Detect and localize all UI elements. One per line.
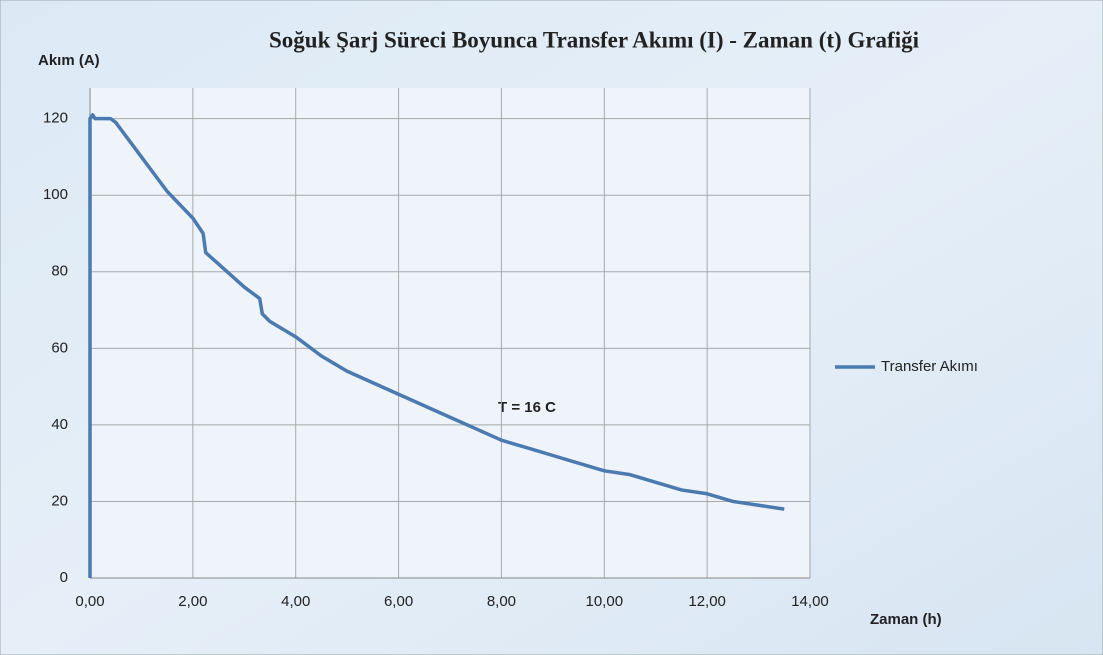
- x-tick-label: 14,00: [791, 593, 829, 610]
- x-tick-label: 6,00: [384, 593, 413, 610]
- chart-title: Soğuk Şarj Süreci Boyunca Transfer Akımı…: [269, 27, 920, 52]
- x-tick-label: 4,00: [281, 593, 310, 610]
- x-tick-label: 8,00: [487, 593, 516, 610]
- x-tick-label: 2,00: [178, 593, 207, 610]
- x-tick-label: 0,00: [75, 593, 104, 610]
- y-tick-label: 120: [43, 110, 68, 127]
- plot-area: [90, 88, 810, 578]
- annotation: T = 16 C: [498, 399, 556, 416]
- x-axis-label: Zaman (h): [870, 611, 942, 628]
- x-tick-label: 12,00: [688, 593, 726, 610]
- line-series: [88, 113, 785, 578]
- legend-label: Transfer Akımı: [881, 358, 978, 375]
- y-tick-label: 40: [51, 416, 68, 433]
- y-tick-label: 20: [51, 492, 68, 509]
- y-tick-label: 0: [60, 569, 68, 586]
- y-tick-label: 100: [43, 186, 68, 203]
- y-tick-label: 80: [51, 263, 68, 280]
- y-axis-label: Akım (A): [38, 52, 100, 69]
- y-tick-label: 60: [51, 339, 68, 356]
- x-tick-label: 10,00: [586, 593, 624, 610]
